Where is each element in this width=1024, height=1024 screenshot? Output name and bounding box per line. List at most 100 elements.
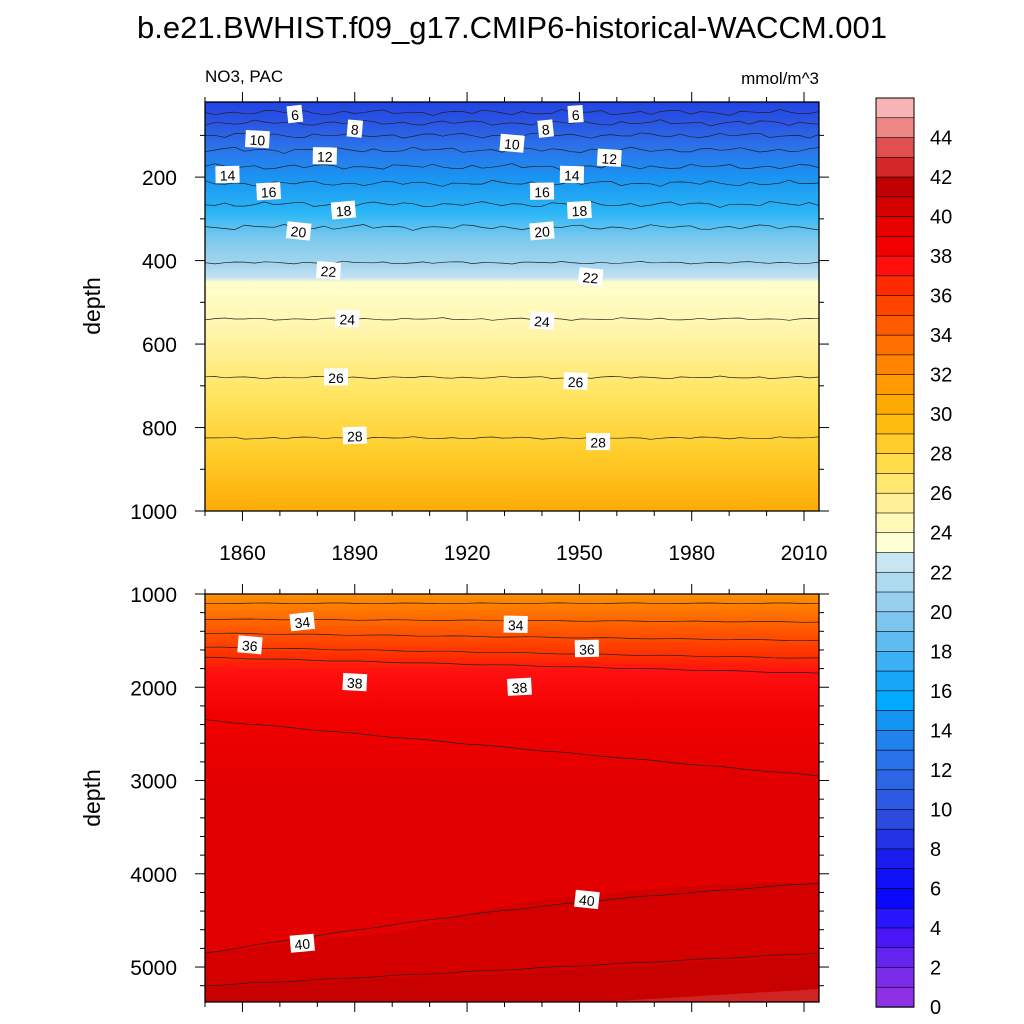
- contour-label-text: 36: [241, 637, 258, 654]
- contour-label: 6: [567, 104, 584, 124]
- colorbar-tick-label: 28: [930, 444, 952, 466]
- contour-label-text: 20: [290, 223, 307, 241]
- colorbar-tick-label: 32: [930, 365, 952, 387]
- contour-label-text: 10: [503, 136, 520, 153]
- variable-region-label: NO3, PAC: [205, 67, 283, 86]
- contour-label-text: 18: [571, 203, 588, 220]
- contour-line-38: [204, 719, 820, 777]
- colorbar-box: [875, 907, 915, 929]
- contour-label-text: 36: [579, 641, 595, 657]
- colorbar-box: [875, 730, 915, 751]
- contour-label-box: [342, 672, 368, 692]
- contour-label: 16: [529, 182, 555, 200]
- contour-label-box: [324, 368, 348, 386]
- contour-label: 14: [559, 165, 585, 184]
- contour-label: 40: [289, 933, 315, 953]
- contour-label-box: [330, 200, 357, 220]
- figure-title: b.e21.BWHIST.f09_g17.CMIP6-historical-WA…: [137, 10, 887, 45]
- colorbar-box: [875, 295, 915, 317]
- contour-label: 20: [285, 221, 312, 241]
- colorbar-tick-label: 34: [930, 325, 952, 347]
- contour-label-box: [312, 147, 337, 165]
- colorbar-tick-label: 30: [930, 404, 952, 426]
- y-tick-label: 3000: [130, 771, 177, 794]
- colorbar-box: [875, 413, 915, 435]
- units-label: mmol/m^3: [741, 69, 819, 88]
- colorbar-tick-label: 42: [930, 167, 952, 189]
- contour-label-text: 10: [249, 132, 266, 149]
- colorbar-box: [875, 473, 915, 494]
- colorbar-tick-label: 38: [930, 246, 952, 268]
- contour-label-text: 6: [571, 107, 580, 124]
- colorbar-box: [875, 492, 915, 514]
- colorbar-box: [875, 611, 915, 633]
- contour-label: 36: [574, 639, 600, 658]
- contour-label: 36: [237, 635, 263, 654]
- colorbar-tick-label: 12: [930, 760, 952, 782]
- y-tick-label: 1000: [130, 501, 177, 524]
- contour-label-text: 38: [347, 675, 364, 692]
- colorbar-tick-label: 26: [930, 483, 952, 505]
- colorbar: 4442403836343230282624222018161412108642…: [875, 97, 952, 1020]
- contour-label-text: 12: [317, 149, 333, 165]
- contour-label: 6: [286, 104, 304, 123]
- colorbar-boxes: [875, 97, 915, 1008]
- contour-line-14: [204, 163, 820, 171]
- x-tick-label: 1980: [668, 542, 715, 565]
- colorbar-box: [875, 828, 915, 850]
- colorbar-box: [875, 552, 915, 573]
- x-tick-label: 1950: [556, 542, 603, 565]
- contour-label-box: [574, 639, 600, 658]
- colorbar-box: [875, 986, 915, 1008]
- colorbar-box: [875, 967, 915, 988]
- contour-label: 18: [330, 200, 357, 220]
- y-tick-label: 200: [142, 167, 177, 190]
- contour-label-text: 40: [578, 892, 595, 910]
- contour-line-32: [204, 602, 820, 605]
- contour-label-box: [285, 221, 312, 241]
- contour-label-box: [244, 129, 270, 149]
- contour-label-text: 40: [294, 936, 311, 953]
- contour-label-box: [574, 889, 600, 910]
- colorbar-box: [875, 433, 915, 455]
- contour-label-box: [335, 309, 360, 328]
- contour-label-box: [529, 221, 555, 241]
- contour-label: 40: [574, 889, 600, 910]
- colorbar-box: [875, 216, 915, 238]
- x-tick-label: 1890: [331, 542, 378, 565]
- contour-label: 18: [566, 200, 592, 220]
- upper-plot-frame: [204, 101, 820, 512]
- contour-line-36: [204, 656, 820, 674]
- contour-label: 10: [244, 129, 270, 149]
- colorbar-box: [875, 532, 915, 554]
- y-tick-label: 600: [142, 334, 177, 357]
- upper-plot-background: [205, 102, 819, 511]
- y-tick-label: 400: [142, 251, 177, 274]
- colorbar-labels: 4442403836343230282624222018161412108642…: [930, 128, 952, 1020]
- colorbar-box: [875, 868, 915, 890]
- contour-label-box: [503, 615, 528, 634]
- contour-line-8: [204, 119, 820, 127]
- contour-label: 20: [529, 221, 555, 241]
- contour-label-box: [499, 133, 525, 153]
- colorbar-box: [875, 591, 915, 613]
- colorbar-box: [875, 354, 915, 376]
- colorbar-tick-label: 40: [930, 207, 952, 229]
- colorbar-box: [875, 275, 915, 297]
- colorbar-tick-label: 22: [930, 562, 952, 584]
- contour-label-text: 14: [220, 167, 236, 183]
- contour-label: 26: [324, 368, 348, 386]
- contour-label-box: [342, 426, 368, 445]
- colorbar-box: [875, 769, 915, 791]
- contour-label: 38: [507, 677, 532, 696]
- contour-label: 34: [503, 615, 528, 634]
- contour-label-text: 16: [534, 184, 550, 200]
- x-tick-label: 1860: [219, 542, 266, 565]
- contour-label: 28: [342, 426, 368, 445]
- contour-label-box: [596, 148, 622, 167]
- colorbar-box: [875, 176, 915, 198]
- lower-depth-panel: 34 36 38 34 36 38 40 40 1000 2000 3000 4000 5000 de…: [79, 584, 829, 1012]
- contour-label-text: 12: [601, 150, 618, 167]
